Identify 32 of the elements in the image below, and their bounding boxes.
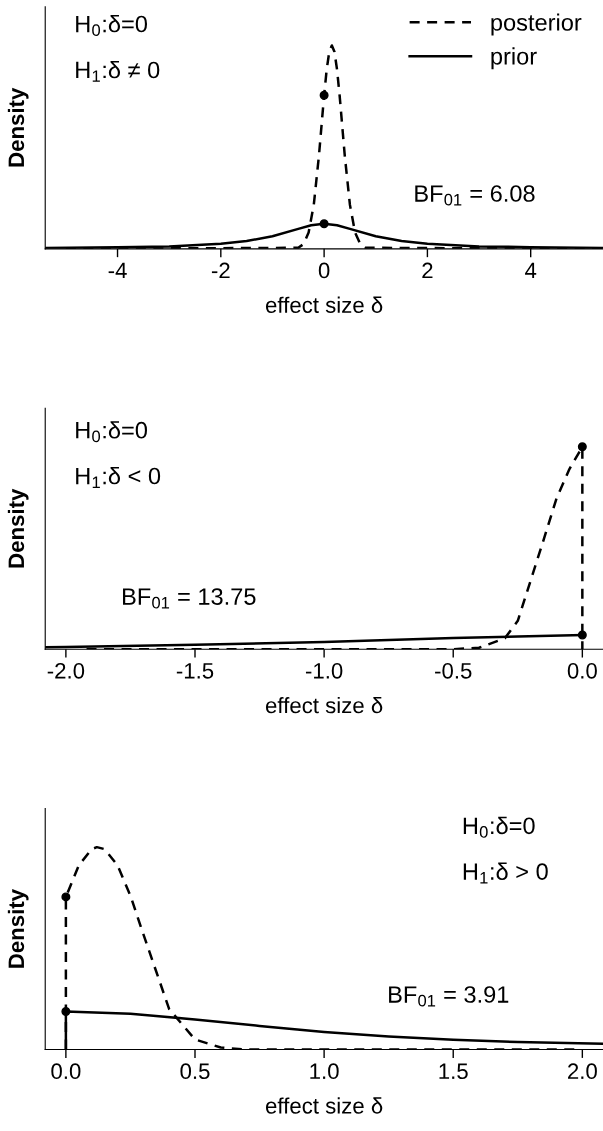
- x-tick-label: 0: [318, 262, 330, 279]
- x-tick-label: -0.5: [435, 662, 472, 679]
- x-tick-label: 0.5: [180, 1063, 210, 1080]
- x-tick-label: -4: [108, 262, 127, 279]
- text: H$_{0}$:δ=0: [76, 15, 148, 37]
- annotation: BF$_{01}$ = 6.08: [415, 185, 535, 206]
- y-axis-title: Density: [7, 889, 29, 968]
- x-tick-label: -1.5: [176, 663, 214, 679]
- annotation: BF$_{01}$ = 3.91: [389, 986, 509, 1007]
- x-tick-label: -1.0: [305, 662, 343, 679]
- annotation: H$_{1}$:δ ≠ 0: [76, 61, 160, 82]
- x-axis-title: effect size δ: [265, 696, 383, 714]
- annotation: H$_{1}$:δ > 0: [463, 862, 548, 884]
- y-axis-title: Density: [7, 488, 29, 568]
- x-tick-label: 1.0: [310, 1063, 339, 1080]
- x-tick-label: 2: [422, 262, 433, 279]
- x-axis-title: effect size δ: [265, 296, 383, 313]
- x-tick-label: 1.5: [439, 1063, 468, 1080]
- x-tick-label: 4: [525, 262, 537, 279]
- x-tick-label: 0.0: [567, 662, 597, 679]
- x-axis-title: effect size δ: [265, 1097, 383, 1114]
- annotation: BF$_{01}$ = 13.75: [123, 588, 256, 609]
- legend-label: prior: [491, 47, 537, 70]
- text: H$_{0}$:δ=0: [76, 421, 148, 443]
- x-tick-label: -2.0: [47, 662, 85, 679]
- x-tick-label: 0.0: [51, 1063, 81, 1080]
- text: H$_{0}$:δ=0: [463, 816, 535, 838]
- x-tick-label: 2.0: [568, 1063, 597, 1080]
- annotation: H$_{1}$:δ < 0: [76, 467, 161, 488]
- y-axis-title: Density: [7, 87, 29, 167]
- legend-label: posterior: [491, 13, 582, 36]
- x-tick-label: -2: [211, 262, 230, 279]
